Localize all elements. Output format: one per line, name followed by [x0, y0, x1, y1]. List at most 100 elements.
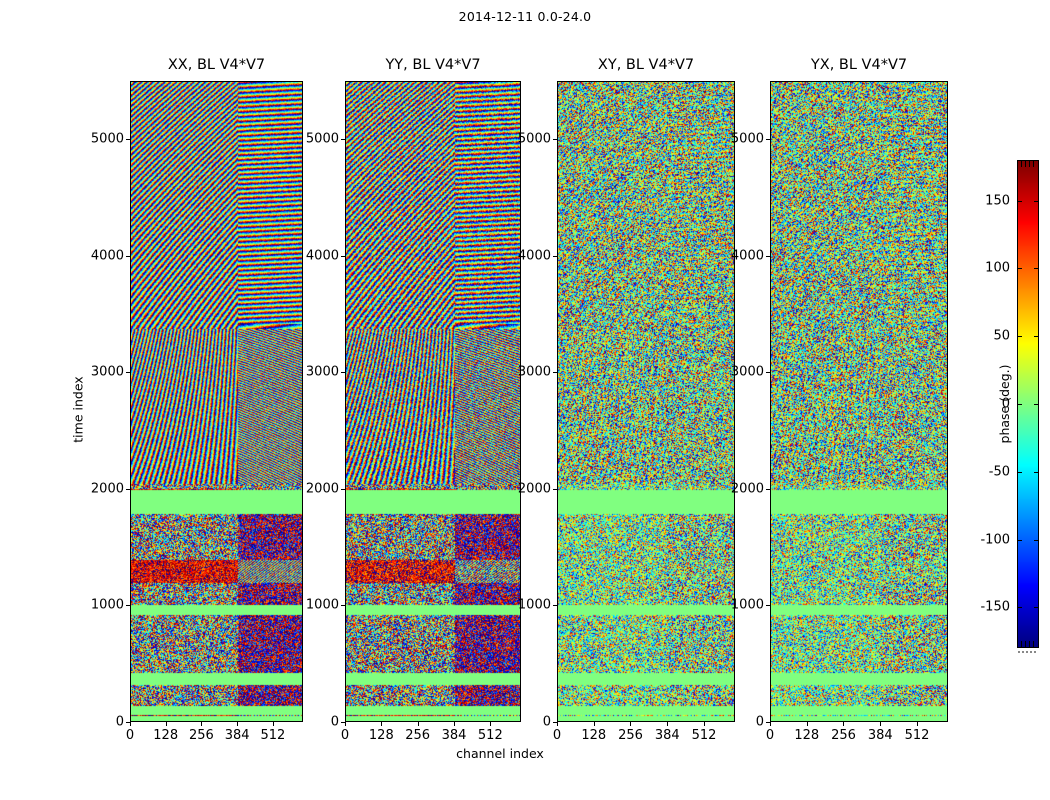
x-axis-tick-label: 0 — [125, 728, 135, 743]
x-axis-tick-label: 256 — [831, 728, 856, 743]
x-axis-tick-mark — [880, 722, 882, 726]
x-axis-tick-mark — [272, 722, 274, 726]
x-axis-tick-label: 128 — [368, 728, 394, 743]
y-axis-tick-mark — [126, 605, 130, 607]
x-axis-tick-label: 0 — [765, 728, 775, 743]
heatmap-axes-xx[interactable] — [130, 81, 303, 722]
y-axis-tick-mark — [126, 722, 130, 723]
panel-title-yy: YY, BL V4*V7 — [385, 57, 481, 73]
x-axis-tick-label: 128 — [794, 728, 820, 743]
x-axis-tick-mark — [381, 722, 383, 726]
panel-yx: YX, BL V4*V7 0 1000 2000 3000 4000 5000 0 128 25… — [731, 57, 948, 743]
x-axis-tick-mark — [130, 722, 131, 726]
y-axis-tick-label: 1000 — [730, 597, 764, 613]
x-axis-tick-mark — [806, 722, 808, 726]
colorbar-canvas — [1018, 161, 1038, 647]
y-axis-tick-label: 4000 — [90, 248, 124, 264]
y-axis-tick-mark — [766, 255, 770, 257]
y-axis-tick-mark — [553, 722, 557, 723]
heatmap-image-yx — [771, 82, 947, 721]
y-axis-tick-label: 2000 — [305, 481, 339, 497]
x-axis-tick-label: 384 — [224, 728, 250, 743]
colorbar-under-swatch — [1018, 651, 1038, 654]
x-axis-tick-label: 0 — [552, 728, 562, 743]
colorbar-tick-mark — [1034, 200, 1039, 202]
colorbar-tick-label: 150 — [985, 193, 1010, 209]
colorbar-tick-label: -50 — [988, 464, 1010, 480]
heatmap-axes-xy[interactable] — [557, 81, 735, 722]
y-axis-tick-mark — [341, 255, 345, 257]
x-axis-tick-mark — [557, 722, 558, 726]
y-axis-tick-label: 5000 — [90, 131, 124, 147]
y-axis-tick-label: 1000 — [517, 597, 551, 613]
colorbar-tick-mark — [1017, 200, 1022, 202]
y-axis-tick-mark — [766, 605, 770, 607]
y-axis-tick-mark — [341, 372, 345, 374]
colorbar-tick-mark — [1034, 607, 1039, 609]
y-axis-tick-mark — [341, 605, 345, 607]
heatmap-axes-yx[interactable] — [770, 81, 948, 722]
colorbar-tick-mark — [1017, 268, 1022, 270]
x-axis-tick-mark — [770, 722, 771, 726]
y-axis-tick-label: 0 — [542, 714, 551, 730]
x-axis-tick-label: 256 — [405, 728, 431, 743]
heatmap-axes-yy[interactable] — [345, 81, 521, 722]
y-axis-tick-label: 0 — [755, 714, 764, 730]
y-axis-tick-mark — [553, 139, 557, 141]
colorbar-tick-mark — [1017, 607, 1022, 609]
colorbar-tick-label: -150 — [980, 599, 1010, 615]
y-axis-tick-mark — [766, 372, 770, 374]
y-axis-tick-label: 5000 — [730, 131, 764, 147]
x-axis-tick-mark — [843, 722, 845, 726]
x-axis-tick-label: 384 — [441, 728, 467, 743]
colorbar-tick-mark — [1034, 336, 1039, 338]
panel-yy: YY, BL V4*V7 0 1000 2000 3000 4000 5000 0 128 25… — [306, 57, 521, 743]
y-axis-tick-label: 0 — [115, 714, 124, 730]
y-axis-tick-mark — [553, 372, 557, 374]
y-axis-tick-mark — [766, 722, 770, 723]
heatmap-image-xy — [558, 82, 734, 721]
y-axis-tick-mark — [553, 488, 557, 490]
y-axis-tick-mark — [553, 605, 557, 607]
y-axis-tick-mark — [126, 255, 130, 257]
x-axis-tick-mark — [237, 722, 239, 726]
y-axis-tick-label: 1000 — [90, 597, 124, 613]
x-axis-tick-label: 0 — [340, 728, 350, 743]
y-axis-tick-mark — [126, 372, 130, 374]
y-axis-tick-mark — [341, 139, 345, 141]
x-axis-tick-mark — [345, 722, 346, 726]
colorbar-extend-top — [1017, 160, 1039, 167]
x-axis-tick-label: 256 — [618, 728, 643, 743]
y-axis-label: time index — [70, 375, 86, 443]
colorbar-tick-mark — [1034, 539, 1039, 541]
x-axis-label: channel index — [456, 746, 544, 761]
panel-xy: XY, BL V4*V7 0 1000 2000 3000 4000 5000 0 128 25… — [518, 57, 735, 743]
panel-title-xx: XX, BL V4*V7 — [167, 57, 266, 73]
y-axis-tick-label: 0 — [330, 714, 339, 730]
x-axis-tick-mark — [703, 722, 705, 726]
x-axis-tick-mark — [454, 722, 455, 726]
y-axis-tick-mark — [341, 488, 345, 490]
colorbar-tick-mark — [1034, 268, 1039, 270]
x-axis-tick-mark — [593, 722, 595, 726]
x-axis-tick-mark — [201, 722, 203, 726]
y-axis-tick-mark — [553, 255, 557, 257]
x-axis-tick-mark — [417, 722, 419, 726]
x-axis-tick-label: 384 — [867, 728, 893, 743]
x-axis-tick-label: 512 — [904, 728, 930, 743]
y-axis-tick-label: 4000 — [730, 248, 764, 264]
y-axis-tick-label: 3000 — [730, 364, 764, 380]
figure-suptitle: 2014-12-11 0.0-24.0 — [458, 9, 592, 24]
y-axis-tick-label: 5000 — [517, 131, 551, 147]
colorbar-tick-mark — [1017, 539, 1022, 541]
colorbar-tick-mark — [1034, 471, 1039, 473]
colorbar-extend-bottom — [1017, 641, 1039, 648]
x-axis-tick-mark — [490, 722, 492, 726]
panel-title-xy: XY, BL V4*V7 — [597, 57, 695, 73]
colorbar[interactable]: phase (deg.) -150 -100 -50 0 50 100 150 — [980, 160, 1039, 653]
y-axis-tick-label: 5000 — [305, 131, 339, 147]
y-axis-tick-label: 3000 — [90, 364, 124, 380]
x-axis-tick-label: 512 — [691, 728, 717, 743]
colorbar-tick-label: -100 — [980, 532, 1010, 548]
